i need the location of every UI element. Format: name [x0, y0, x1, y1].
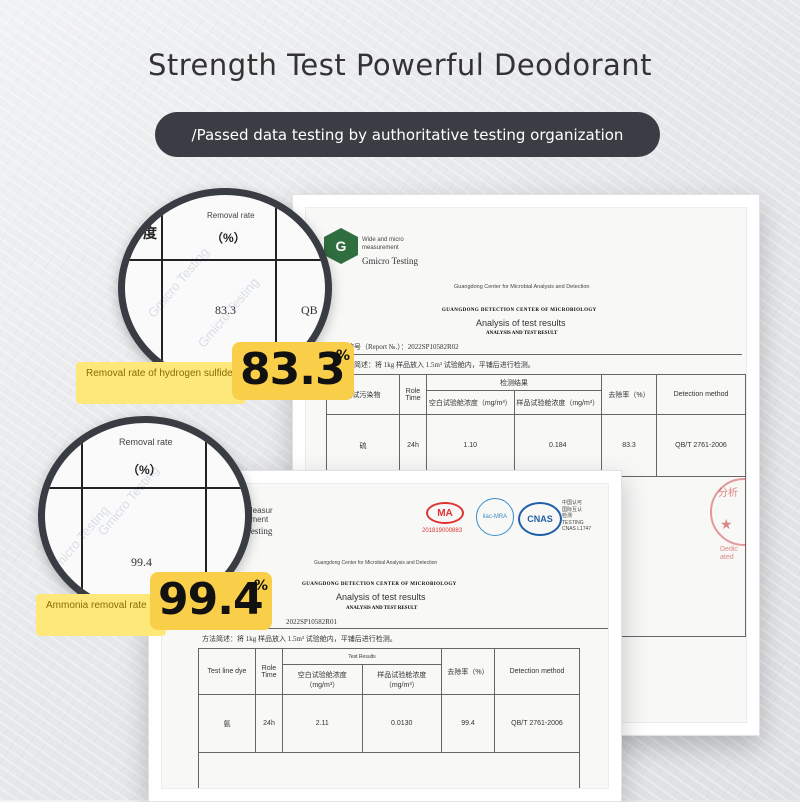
gmicro-logo-icon: G: [324, 228, 358, 264]
cnas-line: TESTING: [562, 519, 584, 526]
cnas-line: CNAS L1747: [562, 526, 592, 532]
logo-brand: Testing: [246, 526, 273, 536]
header-time: Role Time: [255, 648, 283, 695]
cnas-line: 中国认可: [562, 500, 583, 506]
cell-time: 24h: [399, 414, 427, 477]
header-rate: 去除率（%）: [441, 648, 495, 695]
method-line: 方法简述：将 1kg 样品放入 1.5m³ 试验舱内，平铺后进行检测。: [202, 635, 397, 643]
cnas-logo-icon: CNAS: [518, 502, 562, 536]
lens-header-left: 度: [143, 227, 157, 242]
ilac-text: ilac-MRA: [482, 514, 508, 520]
cma-number: 201819000883: [422, 528, 463, 534]
stamp-text: 分析: [718, 488, 738, 499]
analysis-caps: ANALYSIS AND TEST RESULT: [486, 331, 558, 336]
result-badge-hydrogen-sulfide: 83.3 %: [232, 342, 354, 400]
stamp-text: 分析: [608, 774, 609, 789]
table-row: 硫 24h 1.10 0.184 83.3 QB/T 2761-2006: [326, 414, 746, 477]
logo-text-1: Wide and micro: [362, 237, 404, 243]
header-sample: 样品试验舱浓度（mg/m³）: [361, 664, 442, 695]
divider: [326, 354, 742, 355]
cell-method: QB/T 2761-2006: [494, 694, 580, 753]
cell-substance: 硫: [326, 414, 400, 477]
subtitle-banner: /Passed data testing by authoritative te…: [155, 112, 660, 157]
cell-blank: 1.10: [426, 414, 515, 477]
result-label-text: Removal rate of hydrogen sulfide: [86, 368, 233, 379]
cell-rate: 99.4: [441, 694, 495, 753]
logo-text-2: ement: [246, 515, 269, 524]
cell-sample: 0.184: [513, 414, 602, 477]
cell-blank: 2.11: [282, 694, 363, 753]
header-time: Role Time: [399, 374, 427, 415]
cell-rate: 83.3: [601, 414, 657, 477]
cma-text: MA: [437, 507, 453, 519]
result-unit: %: [336, 348, 351, 364]
cnas-line: 检测: [562, 513, 573, 519]
report-frame-ammonia: Measur ement Testing MA 201819000883 ila…: [148, 470, 622, 802]
center-name: Guangdong Center for Microbial Analysis …: [454, 284, 590, 290]
header-rate: 去除率（%）: [601, 374, 657, 415]
lens-value-right: QB: [301, 303, 318, 317]
lens-unit: （%）: [127, 463, 162, 477]
page-title: Strength Test Powerful Deodorant: [147, 48, 653, 82]
header-blank: 空白试验舱浓度（mg/m³）: [282, 664, 363, 695]
result-label-text: Ammonia removal rate: [46, 600, 147, 611]
center-name-caps: GUANGDONG DETECTION CENTER OF MICROBIOLO…: [442, 308, 597, 313]
result-label-ammonia: Ammonia removal rate: [36, 594, 166, 636]
analysis-title: Analysis of test results: [476, 318, 566, 328]
report-frame-hydrogen-sulfide: G Wide and micro measurement Gmicro Test…: [292, 194, 760, 736]
report-number: 告编号（Report №.）：2022SP10582R02: [340, 343, 459, 351]
lens-header: Removal rate: [119, 437, 173, 447]
cnas-text: CNAS: [527, 514, 553, 524]
cnas-line: 国际互认: [562, 506, 583, 513]
method-line: 方法简述：将 1kg 样品放入 1.5m³ 试验舱内，平铺后进行检测。: [340, 361, 535, 369]
magnifier-hydrogen-sulfide: Gmicro Testing Gmicro Testing 度 Removal …: [118, 188, 332, 388]
analysis-caps: ANALYSIS AND TEST RESULT: [346, 606, 418, 611]
cma-logo-icon: MA: [426, 502, 464, 524]
report-sheet: Measur ement Testing MA 201819000883 ila…: [161, 483, 609, 789]
result-value: 99.4: [158, 574, 264, 625]
stamp-star-icon: ★: [720, 516, 733, 532]
table-row: 氨 24h 2.11 0.0130 99.4 QB/T 2761-2006: [198, 694, 580, 753]
result-unit: %: [254, 578, 269, 594]
center-name: Guangdong Center for Microbial Analysis …: [314, 560, 438, 566]
lens-header: Removal rate: [207, 211, 255, 220]
watermark: Gmicro Testing: [44, 502, 112, 579]
cell-sample: 0.0130: [361, 694, 442, 753]
result-label-hydrogen-sulfide: Removal rate of hydrogen sulfide: [76, 362, 246, 404]
header-sample: 样品试验舱浓度（mg/m³）: [513, 390, 602, 415]
header-substance: Test line dye: [198, 648, 256, 695]
divider: [202, 628, 608, 629]
cell-method: QB/T 2761-2006: [656, 414, 746, 477]
result-badge-ammonia: 99.4 %: [150, 572, 272, 630]
report-number: 2022SP10582R01: [286, 618, 337, 626]
header-results: Test Results: [282, 648, 442, 665]
header-method: Detection method: [656, 374, 746, 415]
header-results: 检测结果: [426, 374, 602, 391]
result-value: 83.3: [240, 344, 346, 395]
logo-text-1: Measur: [246, 506, 273, 515]
results-table: Test line dye Role Time Test Results 去除率…: [198, 648, 580, 788]
cell-time: 24h: [255, 694, 283, 753]
logo-text-2: measurement: [362, 245, 399, 251]
header-method: Detection method: [494, 648, 580, 695]
ilac-logo-icon: ilac-MRA: [476, 498, 514, 536]
lens-value: 99.4: [131, 555, 152, 569]
lens-value: 83.3: [215, 303, 236, 317]
center-name-caps: GUANGDONG DETECTION CENTER OF MICROBIOLO…: [302, 582, 457, 587]
logo-brand: Gmicro Testing: [362, 256, 418, 266]
side-text: Dedic ated: [720, 546, 738, 561]
lens-unit: （%）: [211, 231, 246, 245]
header-blank: 空白试验舱浓度（mg/m³）: [426, 390, 515, 415]
subtitle-text: /Passed data testing by authoritative te…: [191, 125, 624, 144]
watermark: Gmicro Testing: [144, 244, 212, 321]
analysis-title: Analysis of test results: [336, 592, 426, 602]
cell-substance: 氨: [198, 694, 256, 753]
